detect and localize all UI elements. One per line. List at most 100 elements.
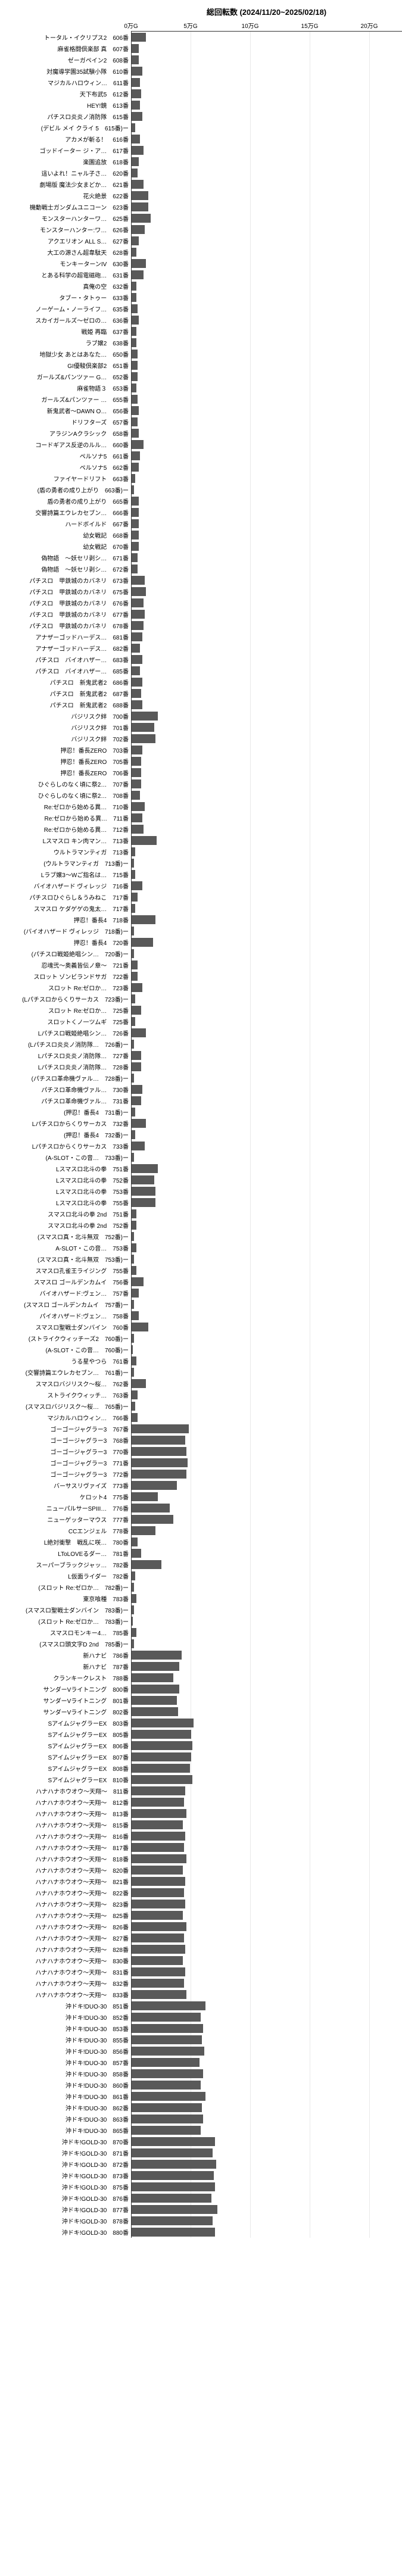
bar-area bbox=[131, 1276, 402, 1287]
row-label: ハナハナホウオウ〜天翔〜 827番 bbox=[0, 1933, 131, 1942]
chart-row: 劇場版 魔法少女まどか… 621番 bbox=[0, 179, 402, 190]
chart-row: 偽物語 ～妖セリ剥シ… 672番 bbox=[0, 563, 402, 575]
row-label: ハナハナホウオウ〜天翔〜 825番 bbox=[0, 1911, 131, 1920]
bar bbox=[132, 508, 139, 517]
bar-area bbox=[131, 971, 402, 982]
bar-area bbox=[131, 2136, 402, 2147]
chart-row: ゴーゴージャグラー3 767番 bbox=[0, 1423, 402, 1434]
bar bbox=[132, 270, 144, 279]
bar-area bbox=[131, 767, 402, 778]
bar-area bbox=[131, 643, 402, 654]
chart-row: 幼女戦記 668番 bbox=[0, 529, 402, 541]
bar-area bbox=[131, 1061, 402, 1072]
chart-row: (盾の勇者の成り上がり 663番)ー bbox=[0, 484, 402, 495]
bar-area bbox=[131, 1401, 402, 1412]
chart-row: ハナハナホウオウ〜天翔〜 826番 bbox=[0, 1921, 402, 1932]
bar bbox=[132, 1402, 135, 1411]
bar-area bbox=[131, 575, 402, 586]
chart-row: ニューゲッターマウス 777番 bbox=[0, 1514, 402, 1525]
bar-area bbox=[131, 450, 402, 461]
bar bbox=[132, 994, 135, 1003]
chart-row: 新ハナビ 786番 bbox=[0, 1649, 402, 1661]
bar-area bbox=[131, 1265, 402, 1276]
row-label: SアイムジャグラーEX 808番 bbox=[0, 1764, 131, 1773]
bar-area bbox=[131, 665, 402, 676]
bar bbox=[132, 1040, 134, 1049]
chart-row: Lスマスロ北斗の拳 755番 bbox=[0, 1197, 402, 1208]
chart-row: ハナハナホウオウ〜天翔〜 816番 bbox=[0, 1830, 402, 1842]
chart-row: パイオハザード:ヴェン… 758番 bbox=[0, 1310, 402, 1321]
row-label: ハナハナホウオウ〜天翔〜 830番 bbox=[0, 1956, 131, 1965]
bar bbox=[132, 1911, 183, 1920]
bar-area bbox=[131, 722, 402, 733]
bar-area bbox=[131, 382, 402, 394]
chart-row: サンダーVライトニング 801番 bbox=[0, 1695, 402, 1706]
row-label: Lパチスロ戦姫絶唱シン… 726番 bbox=[0, 1028, 131, 1037]
row-label: タブー・タトゥー 633番 bbox=[0, 293, 131, 302]
bar-area bbox=[131, 1333, 402, 1344]
bar bbox=[132, 791, 140, 800]
bar bbox=[132, 417, 138, 426]
bar bbox=[132, 169, 138, 177]
bar bbox=[132, 847, 135, 856]
chart-row: スロット ゾンビランドサガ 722番 bbox=[0, 971, 402, 982]
row-label: Lパチスロからくりサーカス 732番 bbox=[0, 1119, 131, 1128]
bar bbox=[132, 1990, 186, 1999]
row-label: (パチスロ戦姫絶唱シン… 720番)ー bbox=[0, 949, 131, 958]
row-label: パチスロ バイオハザー… 683番 bbox=[0, 655, 131, 664]
bar-area bbox=[131, 1616, 402, 1627]
bar bbox=[132, 1820, 183, 1829]
row-label: HEY!鏡 613番 bbox=[0, 101, 131, 110]
bar-area bbox=[131, 1763, 402, 1774]
bar-area bbox=[131, 213, 402, 224]
bar-area bbox=[131, 1774, 402, 1785]
bar-area bbox=[131, 280, 402, 292]
bar bbox=[132, 870, 135, 879]
bar-area bbox=[131, 1604, 402, 1616]
bar bbox=[132, 1006, 141, 1015]
chart-row: 沖ドキ!DUO-30 862番 bbox=[0, 2102, 402, 2113]
bar-area bbox=[131, 2215, 402, 2226]
bar-area bbox=[131, 846, 402, 857]
bar-area bbox=[131, 1672, 402, 1683]
bar bbox=[132, 372, 138, 381]
chart-row: 真俺の空 632番 bbox=[0, 280, 402, 292]
bar-area bbox=[131, 2045, 402, 2057]
bar bbox=[132, 1752, 191, 1761]
bar bbox=[132, 1571, 135, 1580]
bar bbox=[132, 1051, 141, 1060]
bar bbox=[132, 214, 151, 223]
bar bbox=[132, 1933, 184, 1942]
chart-row: ひぐらしのなく頃に祭2… 707番 bbox=[0, 778, 402, 790]
chart-row: パチスロ 甲鉄城のカバネリ 675番 bbox=[0, 586, 402, 597]
chart-row: (パチスロ戦姫絶唱シン… 720番)ー bbox=[0, 948, 402, 959]
row-label: 沖ドキ!GOLD-30 880番 bbox=[0, 2228, 131, 2237]
bar-area bbox=[131, 1729, 402, 1740]
axis-tick: 15万G bbox=[301, 21, 319, 30]
row-label: ゴッドイーター ジ・ア… 617番 bbox=[0, 146, 131, 155]
row-label: 沖ドキ!DUO-30 863番 bbox=[0, 2115, 131, 2123]
chart-row: ノーゲーム・ノーライフ… 635番 bbox=[0, 303, 402, 314]
bar-area bbox=[131, 1876, 402, 1887]
bar-area bbox=[131, 1978, 402, 1989]
chart-row: 沖ドキ!GOLD-30 876番 bbox=[0, 2193, 402, 2204]
chart-row: ペルソナ5 662番 bbox=[0, 461, 402, 473]
bar bbox=[132, 1673, 173, 1682]
bar-area bbox=[131, 269, 402, 280]
row-label: SアイムジャグラーEX 803番 bbox=[0, 1719, 131, 1727]
bar bbox=[132, 666, 140, 675]
chart-row: ガールズ&パンツァー … 655番 bbox=[0, 394, 402, 405]
bar-area bbox=[131, 1819, 402, 1830]
chart-row: スマスロバジリスク～桜… 762番 bbox=[0, 1378, 402, 1389]
bar bbox=[132, 1266, 136, 1275]
row-label: ウルトラマンティガ 713番 bbox=[0, 847, 131, 856]
bar bbox=[132, 1594, 136, 1603]
chart-row: 押忍！番長ZERO 705番 bbox=[0, 756, 402, 767]
row-label: モンスターハンター:ワ… 626番 bbox=[0, 225, 131, 234]
bar bbox=[132, 1741, 192, 1750]
chart-row: ハナハナホウオウ〜天翔〜 832番 bbox=[0, 1978, 402, 1989]
bar bbox=[132, 700, 142, 709]
row-label: ハナハナホウオウ〜天翔〜 811番 bbox=[0, 1786, 131, 1795]
bar bbox=[132, 350, 138, 358]
bar-area bbox=[131, 1129, 402, 1140]
